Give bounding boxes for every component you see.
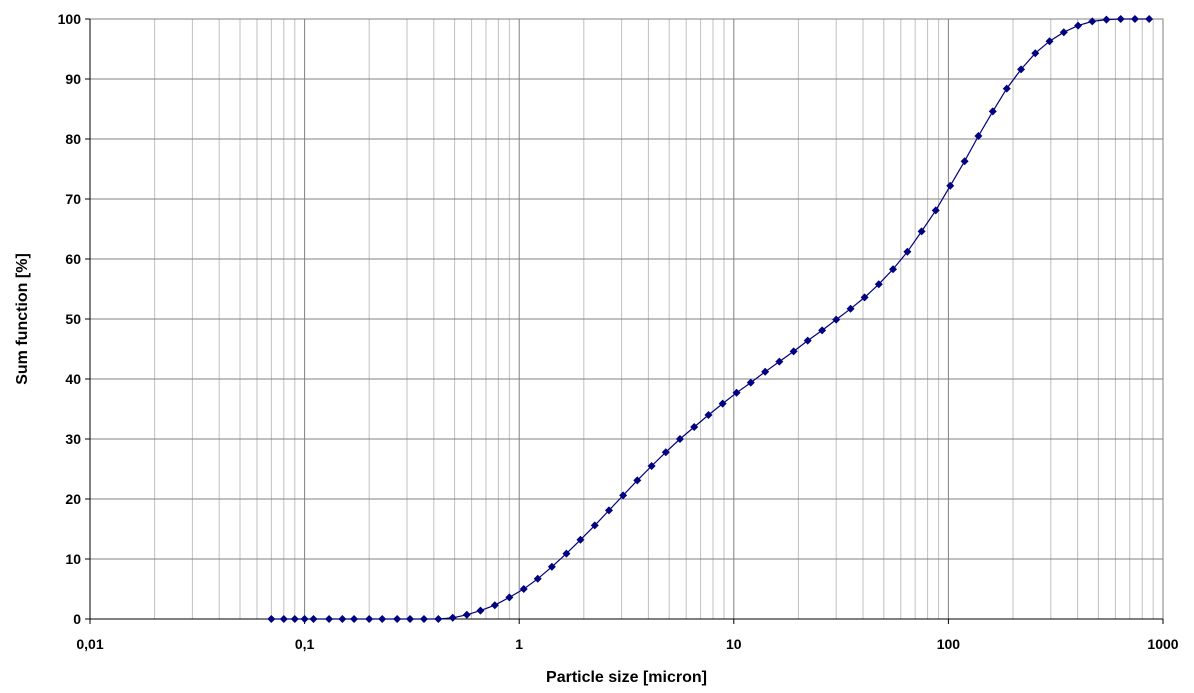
y-tick-label: 10	[65, 551, 81, 567]
y-tick-label: 70	[65, 191, 81, 207]
data-point-marker	[365, 615, 374, 623]
data-point-marker	[290, 615, 299, 623]
data-point-marker	[775, 357, 784, 366]
data-point-marker	[490, 601, 499, 610]
data-point-marker	[1088, 17, 1097, 26]
data-point-marker	[889, 265, 898, 274]
x-tick-label: 1	[515, 636, 523, 652]
data-point-marker	[300, 615, 309, 623]
data-point-marker	[1045, 37, 1054, 46]
data-point-marker	[960, 157, 969, 166]
data-point-marker	[917, 227, 926, 236]
data-point-marker	[1002, 84, 1011, 93]
series-line	[271, 18, 1150, 620]
data-point-marker	[419, 615, 428, 623]
data-point-marker	[1145, 15, 1154, 23]
data-point-marker	[1017, 65, 1026, 74]
data-point-marker	[874, 280, 883, 289]
data-point-marker	[604, 506, 613, 515]
data-point-marker	[505, 593, 514, 602]
y-tick-label: 0	[73, 611, 81, 627]
data-point-marker	[562, 549, 571, 558]
data-point-marker	[803, 336, 812, 345]
y-axis-title: Sum function [%]	[14, 253, 31, 385]
data-point-marker	[309, 615, 318, 623]
y-tick-label: 100	[58, 11, 82, 27]
data-point-marker	[1130, 15, 1139, 23]
data-point-marker	[378, 615, 387, 623]
data-point-marker	[974, 132, 983, 140]
data-point-marker	[476, 606, 485, 615]
x-tick-label: 100	[937, 636, 961, 652]
data-point-marker	[931, 206, 940, 215]
data-point-marker	[590, 521, 599, 530]
data-point-marker	[338, 615, 347, 623]
data-point-marker	[448, 613, 457, 622]
data-point-marker	[325, 615, 334, 623]
y-tick-label: 40	[65, 371, 81, 387]
data-point-marker	[690, 423, 699, 431]
data-point-marker	[661, 448, 670, 457]
data-point-marker	[675, 435, 684, 443]
y-tick-label: 80	[65, 131, 81, 147]
data-point-marker	[576, 535, 585, 544]
data-point-marker	[519, 585, 528, 593]
data-point-marker	[1102, 15, 1111, 24]
x-axis-tick-labels: 0,01 0,1 1 10 100 1000	[76, 619, 1179, 652]
data-point-marker	[704, 411, 713, 419]
data-point-marker	[860, 293, 869, 302]
data-point-marker	[547, 562, 556, 571]
data-point-marker	[718, 399, 727, 408]
data-point-marker	[818, 326, 827, 335]
data-point-marker	[350, 615, 359, 623]
x-axis-title: Particle size [micron]	[546, 669, 707, 686]
data-point-marker	[267, 615, 276, 623]
x-tick-label: 1000	[1147, 636, 1178, 652]
data-point-marker	[789, 347, 798, 356]
y-tick-label: 90	[65, 71, 81, 87]
data-point-marker	[903, 247, 912, 256]
data-point-marker	[988, 107, 997, 116]
y-axis-tick-labels: 0 10 20 30 40 50 60 70 80 90 100	[58, 11, 90, 627]
data-point-marker	[846, 304, 855, 313]
series-layer	[267, 15, 1154, 623]
x-tick-label: 10	[726, 636, 742, 652]
data-point-marker	[434, 615, 443, 623]
data-point-marker	[732, 388, 741, 397]
x-tick-label: 0,1	[295, 636, 315, 652]
data-point-marker	[946, 181, 955, 190]
major-gridlines	[89, 18, 1164, 620]
y-tick-label: 20	[65, 491, 81, 507]
data-point-marker	[406, 615, 415, 623]
data-point-marker	[832, 315, 841, 324]
data-point-marker	[633, 476, 642, 485]
data-point-marker	[393, 615, 402, 623]
data-point-marker	[462, 610, 471, 619]
data-point-marker	[746, 378, 755, 387]
data-point-marker	[1116, 15, 1125, 23]
y-tick-label: 60	[65, 251, 81, 267]
data-point-marker	[1074, 21, 1083, 30]
data-point-marker	[761, 367, 770, 376]
data-point-marker	[619, 491, 628, 500]
y-tick-label: 50	[65, 311, 81, 327]
data-point-marker	[279, 615, 288, 623]
x-tick-label: 0,01	[76, 636, 103, 652]
data-point-marker	[533, 574, 542, 583]
y-tick-label: 30	[65, 431, 81, 447]
data-point-marker	[647, 462, 656, 470]
data-point-marker	[1031, 49, 1040, 58]
data-point-marker	[1059, 28, 1068, 37]
